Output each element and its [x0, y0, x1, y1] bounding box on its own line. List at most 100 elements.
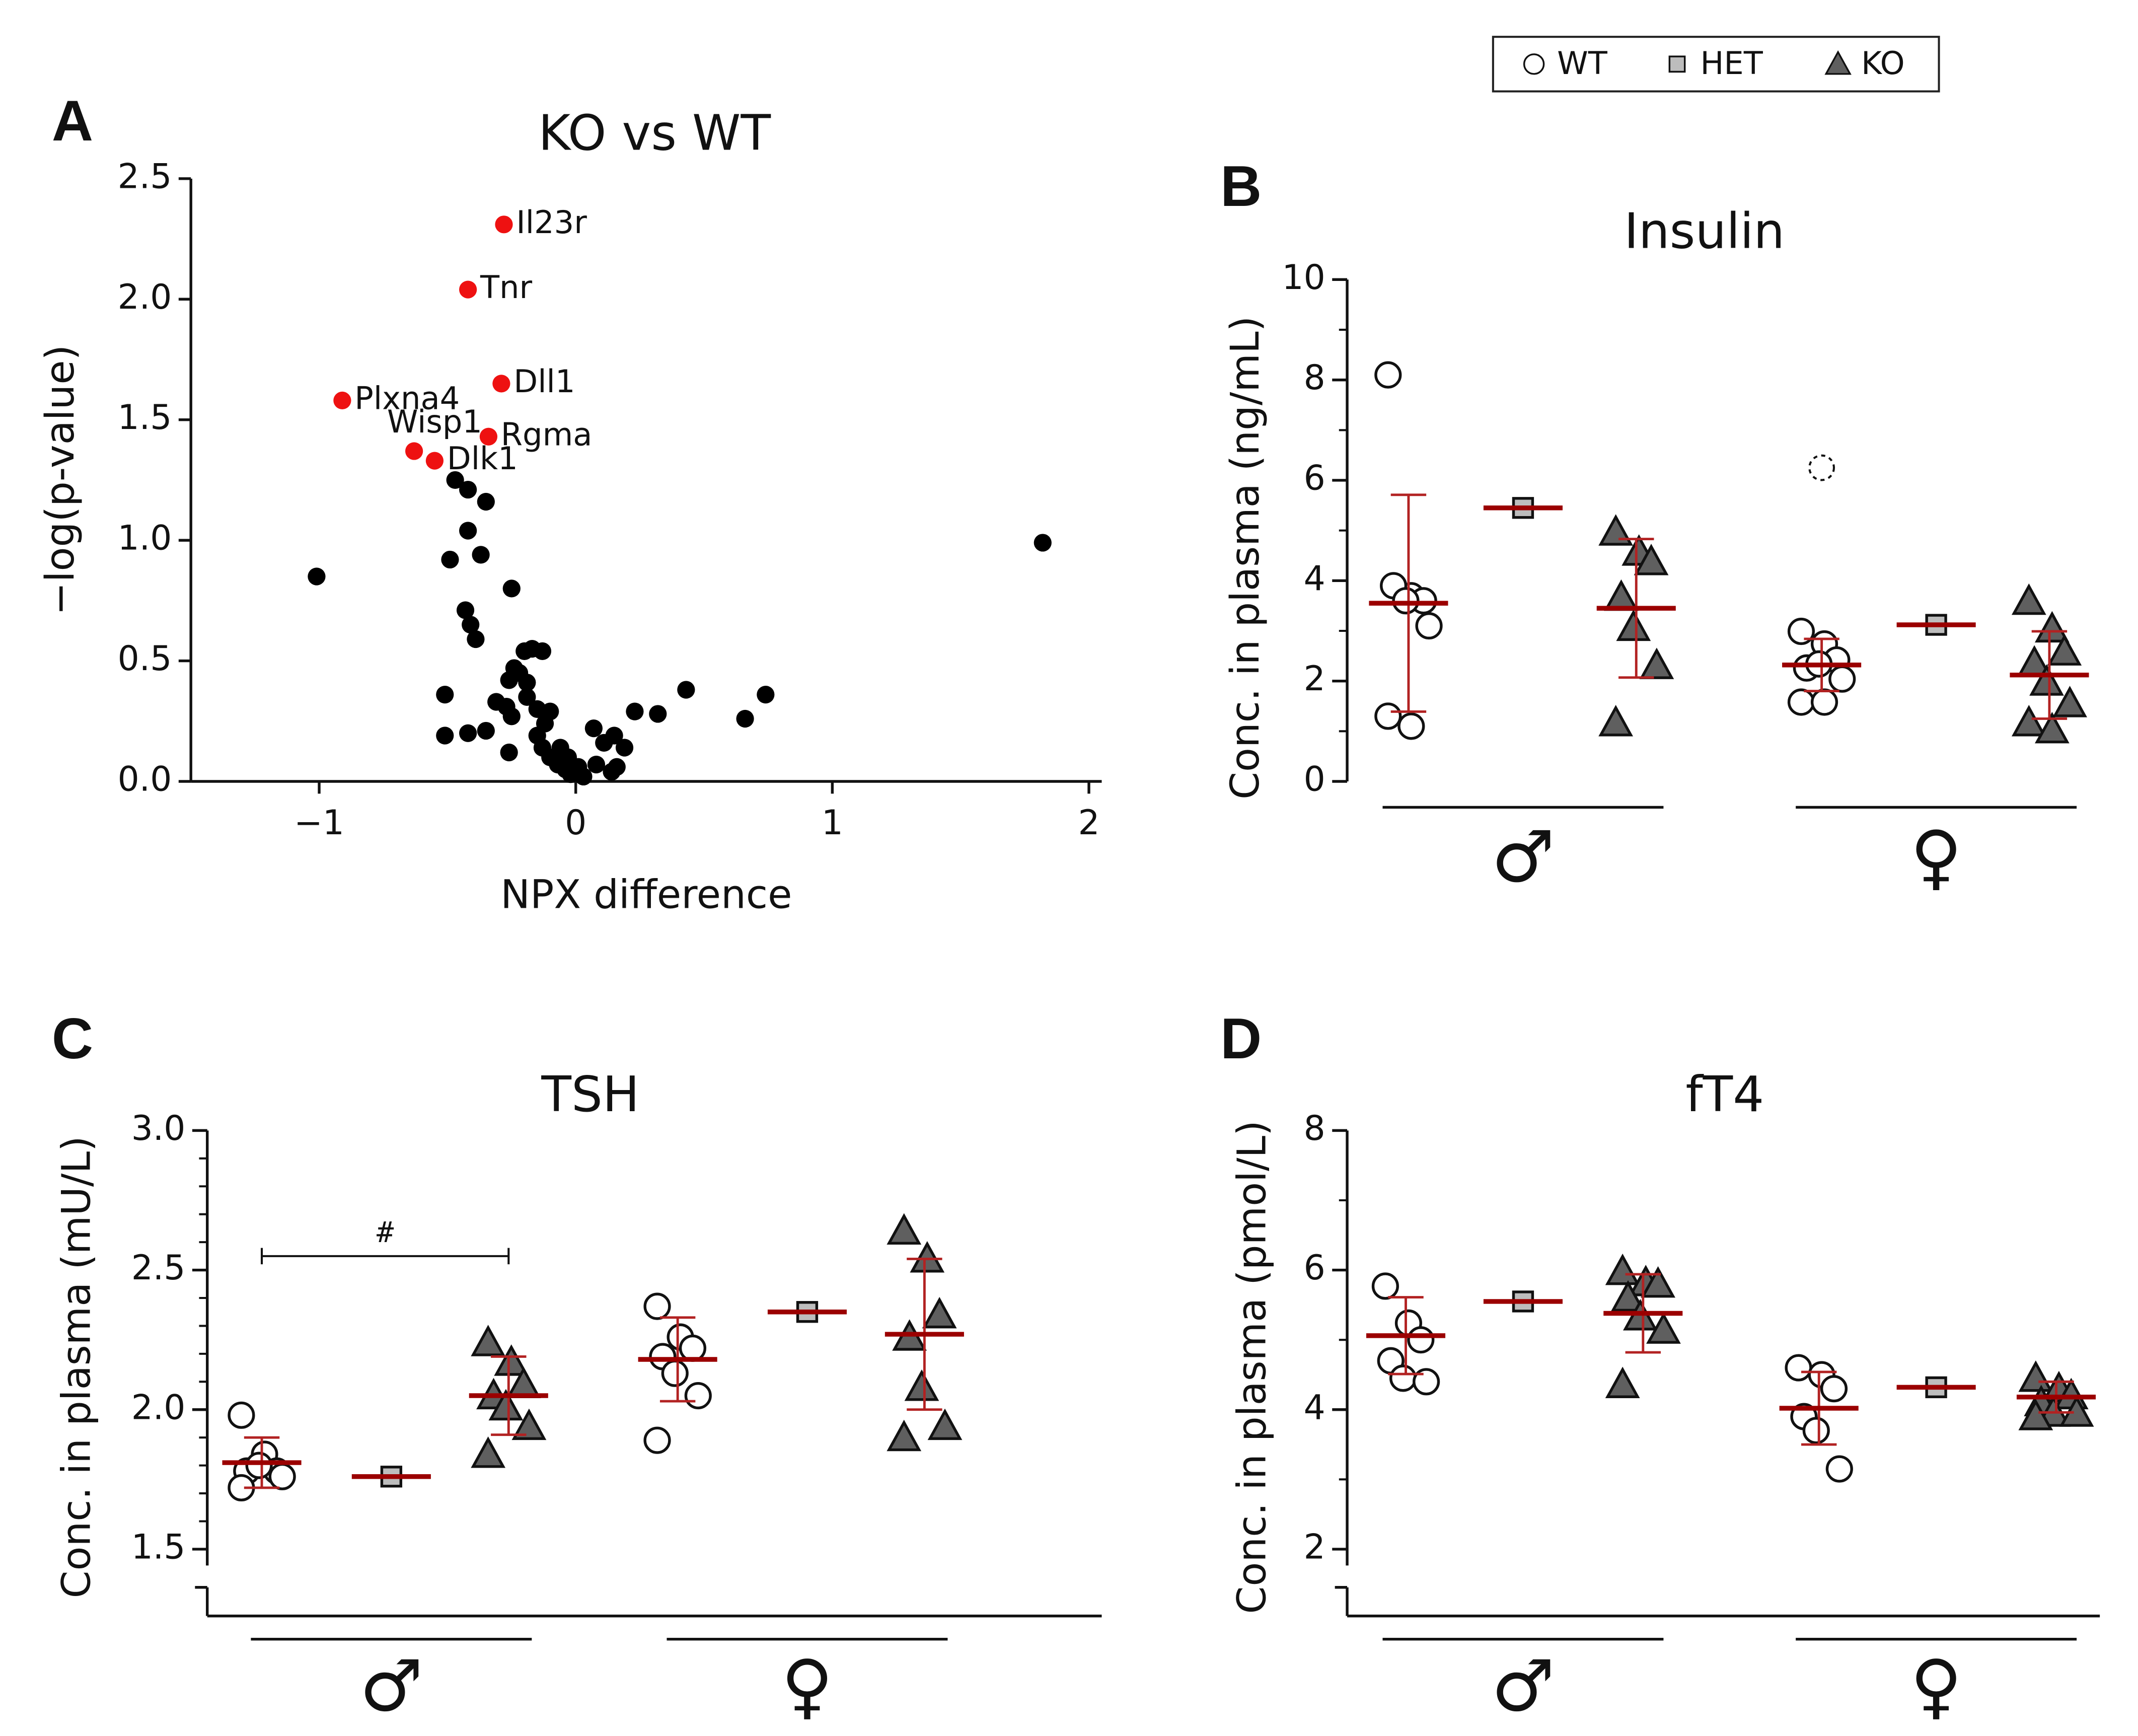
point [467, 630, 485, 648]
legend-marker [1824, 50, 1852, 75]
legend-marker [1668, 55, 1686, 73]
point [1034, 534, 1052, 552]
point [904, 1369, 939, 1401]
point [308, 567, 326, 586]
point [649, 705, 667, 723]
point [736, 709, 754, 728]
point [910, 1241, 945, 1273]
point [1802, 1417, 1830, 1444]
point [1374, 361, 1402, 389]
point [533, 642, 552, 661]
point [502, 707, 521, 726]
group-label: ♀ [781, 1645, 833, 1727]
point [456, 601, 475, 619]
y-tick-label: 0.0 [118, 759, 172, 799]
y-axis-label: Conc. in plasma (mU/L) [53, 1136, 100, 1598]
point [500, 671, 518, 689]
point [551, 739, 569, 757]
panel-letter: B [1220, 155, 1262, 219]
point-label: Tnr [480, 269, 533, 306]
point [245, 1452, 273, 1479]
point [1389, 1364, 1417, 1392]
point [268, 1463, 296, 1490]
point [603, 763, 621, 781]
x-tick-label: 1 [822, 803, 843, 842]
point [605, 727, 623, 745]
point [626, 702, 644, 720]
point [459, 522, 477, 540]
point [1820, 1375, 1848, 1403]
point [471, 1436, 506, 1468]
point [927, 1408, 963, 1440]
chart-title: KO vs WT [538, 104, 771, 162]
group-label: ♂ [359, 1645, 423, 1727]
x-tick-label: −1 [294, 803, 344, 842]
point [922, 1296, 957, 1329]
point [1641, 1266, 1675, 1298]
point [2018, 1399, 2053, 1430]
point [1787, 688, 1815, 716]
chart-title: fT4 [1685, 1065, 1764, 1123]
group-label: ♀ [1910, 816, 1962, 898]
panel-letter: D [1220, 1007, 1262, 1071]
point [887, 1213, 922, 1245]
point [1825, 1455, 1853, 1483]
point [615, 739, 634, 757]
point [333, 391, 351, 409]
point [1634, 544, 1669, 575]
point-label: Rgma [501, 416, 593, 453]
point [479, 427, 498, 446]
point [677, 681, 695, 699]
point [459, 480, 477, 499]
point [679, 1334, 707, 1362]
y-tick-label: 8 [1304, 357, 1325, 397]
point [488, 1389, 524, 1421]
y-tick-label: 8 [1304, 1108, 1325, 1148]
point [425, 452, 444, 470]
point [1828, 665, 1856, 693]
point [2034, 711, 2070, 744]
point [405, 442, 423, 460]
y-tick-label: 10 [1282, 257, 1325, 297]
y-tick-label: 2 [1304, 1527, 1325, 1566]
point-label: Il23r [516, 204, 587, 241]
x-axis-label: NPX difference [500, 872, 792, 918]
y-axis-label: −log(p-value) [37, 345, 83, 615]
point [459, 280, 477, 299]
annotation: # [377, 1216, 394, 1249]
point [757, 686, 775, 704]
point [661, 1359, 689, 1387]
point [1639, 647, 1674, 679]
y-tick-label: 2.5 [118, 156, 172, 196]
point [1810, 688, 1838, 716]
point [1397, 712, 1425, 740]
legend-marker [1523, 53, 1545, 75]
point [887, 1419, 922, 1452]
point [574, 767, 593, 786]
y-axis-label: Conc. in plasma (pmol/L) [1228, 1120, 1275, 1614]
y-tick-label: 3.0 [131, 1108, 186, 1148]
point [2052, 686, 2087, 717]
point [2018, 1360, 2053, 1392]
point [1787, 617, 1815, 645]
point [1605, 1366, 1640, 1398]
y-tick-label: 1.0 [118, 518, 172, 558]
point [494, 1344, 529, 1376]
y-tick-label: 0.5 [118, 638, 172, 678]
point [643, 1292, 671, 1320]
point [495, 215, 513, 234]
point [2011, 583, 2046, 615]
point [502, 580, 521, 598]
point [2029, 664, 2064, 696]
point [471, 1325, 506, 1356]
point [459, 724, 477, 742]
point [1616, 609, 1651, 641]
point [1610, 1280, 1646, 1312]
y-tick-label: 2.5 [131, 1248, 186, 1287]
point [1605, 1253, 1640, 1285]
point [1415, 612, 1443, 640]
point-label: Dll1 [513, 363, 575, 400]
point [492, 375, 510, 393]
